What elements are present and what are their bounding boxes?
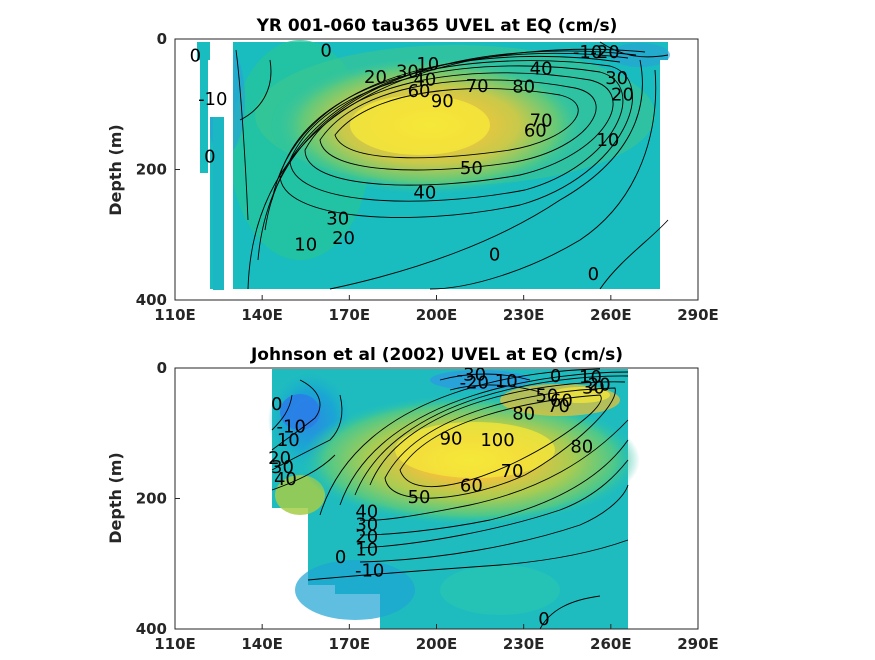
contour-label: 0 <box>489 244 500 265</box>
contour-label: 10 <box>579 367 602 388</box>
contour-label: 70 <box>530 111 553 132</box>
x-tick-label: 140E <box>241 635 283 653</box>
contour-lines <box>271 368 629 630</box>
contour-label: 90 <box>431 91 454 112</box>
panel-observations: Johnson et al (2002) UVEL at EQ (cm/s) <box>106 345 719 653</box>
contour-label: 40 <box>413 69 436 90</box>
contour-label: -20 <box>590 42 619 63</box>
contour-label: -10 <box>277 417 306 438</box>
contour-label: 40 <box>413 182 436 203</box>
contour-label: 0 <box>190 45 201 66</box>
x-tick-label: 230E <box>503 635 545 653</box>
x-tick-label: 260E <box>590 635 632 653</box>
x-tick-label: 290E <box>677 635 719 653</box>
contour-label: 20 <box>332 228 355 249</box>
contour-label: 20 <box>364 67 387 88</box>
contour-label: 80 <box>570 436 593 457</box>
contour-label: 70 <box>466 76 489 97</box>
contour-label: 90 <box>440 428 463 449</box>
contour-label: 0 <box>320 41 331 62</box>
contour-label: 60 <box>408 81 431 102</box>
contour-label: 0 <box>204 146 215 167</box>
y-tick-label: 400 <box>136 620 167 638</box>
contour-label: 60 <box>524 120 547 141</box>
contour-label: 10 <box>277 430 300 451</box>
contour-label: 0 <box>588 264 599 285</box>
contour-label: 0 <box>550 366 561 387</box>
contour-label: 50 <box>535 385 558 406</box>
contour-label: 30 <box>605 68 628 89</box>
x-tick-label: 170E <box>329 635 371 653</box>
contour-lines <box>235 41 669 290</box>
contour-label: 50 <box>408 487 431 508</box>
contour-label: 60 <box>460 475 483 496</box>
panel-model: YR 001-060 tau365 UVEL at EQ (cm/s) <box>106 16 719 324</box>
contour-label: 20 <box>355 526 378 547</box>
panel-2-title: Johnson et al (2002) UVEL at EQ (cm/s) <box>250 345 623 365</box>
contour-label: 0 <box>271 394 282 415</box>
x-tick-label: 200E <box>416 635 458 653</box>
y-axis-ticks: 0 200 400 <box>136 30 180 309</box>
contour-label: 30 <box>271 457 294 478</box>
contour-label: -20 <box>460 372 489 393</box>
contour-label: 30 <box>582 378 605 399</box>
contour-label: 30 <box>355 515 378 536</box>
y-tick-label: 200 <box>136 161 167 179</box>
contour-label: 10 <box>495 371 518 392</box>
contour-label: 0 <box>538 609 549 630</box>
contour-label: 20 <box>268 448 291 469</box>
x-tick-label: 110E <box>154 306 196 324</box>
contour-label: 0 <box>335 547 346 568</box>
contour-label: 70 <box>501 461 524 482</box>
contour-label: 10 <box>294 235 317 256</box>
y-tick-label: 0 <box>157 30 167 48</box>
panel-1-title: YR 001-060 tau365 UVEL at EQ (cm/s) <box>256 16 618 36</box>
contour-label: 30 <box>396 62 419 83</box>
contour-label: 30 <box>326 208 349 229</box>
x-axis-ticks: 110E 140E 170E 200E 230E 260E 290E <box>154 295 719 324</box>
x-tick-label: 230E <box>503 306 545 324</box>
contour-label: 100 <box>480 430 514 451</box>
contour-label: -30 <box>457 365 486 386</box>
y-axis-ticks: 0 200 400 <box>136 359 180 638</box>
x-tick-label: 200E <box>416 306 458 324</box>
contour-label: 40 <box>274 469 297 490</box>
contour-label: -10 <box>355 560 384 581</box>
contour-label: 20 <box>611 84 634 105</box>
x-tick-label: 110E <box>154 635 196 653</box>
y-tick-label: 400 <box>136 291 167 309</box>
x-tick-label: 290E <box>677 306 719 324</box>
y-tick-label: 0 <box>157 359 167 377</box>
contour-label: 80 <box>512 404 535 425</box>
contour-label: 60 <box>550 391 573 412</box>
contour-label: 10 <box>596 130 619 151</box>
contour-label: 70 <box>547 396 570 417</box>
x-tick-label: 140E <box>241 306 283 324</box>
y-axis-label: Depth (m) <box>106 124 125 216</box>
contour-label: -10 <box>573 42 602 63</box>
y-axis-label: Depth (m) <box>106 452 125 544</box>
x-axis-ticks: 110E 140E 170E 200E 230E 260E 290E <box>154 624 719 653</box>
contour-label: 20 <box>588 374 611 395</box>
x-tick-label: 170E <box>329 306 371 324</box>
contour-label: 10 <box>355 539 378 560</box>
x-tick-label: 260E <box>590 306 632 324</box>
y-tick-label: 200 <box>136 490 167 508</box>
contour-label: -10 <box>198 89 227 110</box>
contour-label: 40 <box>530 58 553 79</box>
contour-label: 50 <box>460 158 483 179</box>
contour-label: 80 <box>512 77 535 98</box>
contour-label: 10 <box>416 54 439 75</box>
contour-label: 40 <box>355 502 378 523</box>
velocity-field <box>268 369 640 629</box>
